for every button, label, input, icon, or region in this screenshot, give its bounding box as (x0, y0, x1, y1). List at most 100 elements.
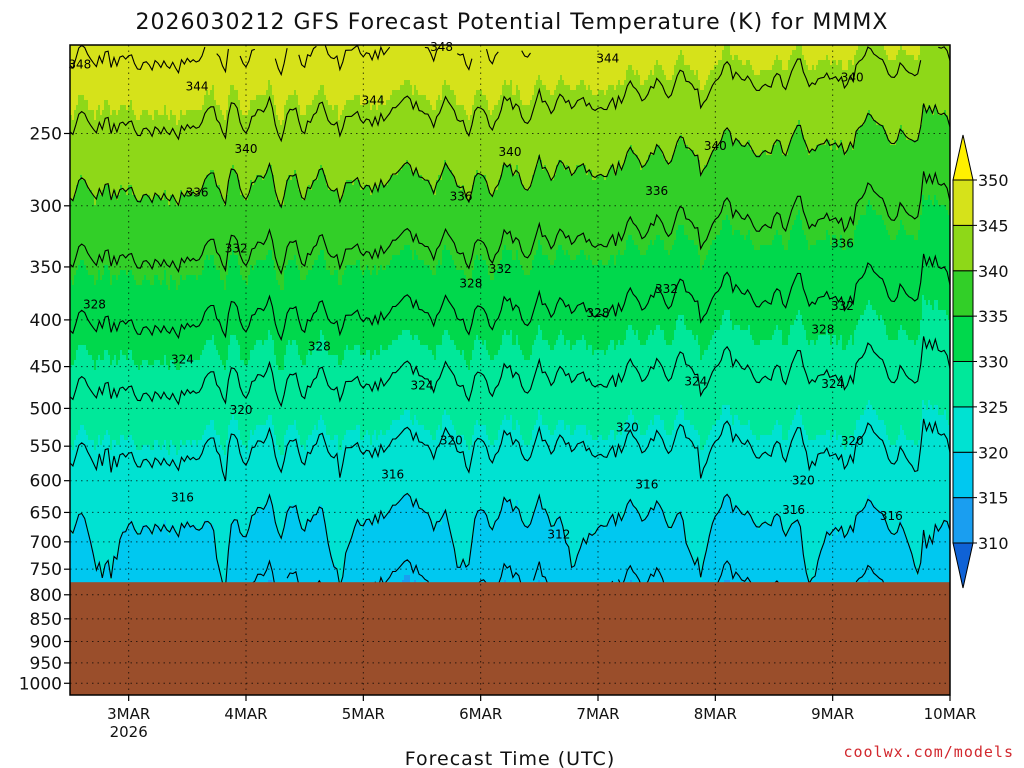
band-cell (846, 150, 950, 156)
band-cell (732, 55, 735, 61)
band-cell (338, 355, 345, 361)
band-cell (838, 435, 843, 441)
band-cell (748, 140, 751, 146)
x-axis-label: Forecast Time (UTC) (405, 748, 615, 768)
band-cell (474, 100, 489, 106)
band-cell (554, 525, 563, 531)
band-cell (694, 70, 697, 76)
band-cell (154, 195, 161, 201)
band-cell (638, 70, 651, 76)
band-cell (932, 200, 935, 206)
band-cell (148, 360, 155, 366)
band-cell (792, 135, 805, 141)
band-cell (800, 215, 861, 221)
band-cell (900, 520, 903, 526)
pressure-axis: 2503003504004505005506006507007508008509… (19, 124, 70, 694)
band-cell (298, 515, 313, 521)
band-cell (490, 110, 493, 116)
band-cell (538, 75, 541, 81)
band-cell (240, 430, 251, 436)
band-cell (868, 495, 871, 501)
band-cell (906, 135, 919, 141)
band-cell (278, 280, 285, 286)
band-cell (876, 120, 923, 126)
band-cell (562, 245, 627, 251)
band-cell (154, 280, 161, 286)
band-cell (540, 75, 561, 81)
band-cell (532, 95, 950, 101)
band-cell (694, 425, 713, 431)
band-cell (442, 420, 453, 426)
band-cell (576, 255, 587, 261)
band-cell (150, 445, 155, 451)
band-cell (78, 430, 87, 436)
band-cell (228, 425, 239, 431)
band-cell (170, 360, 175, 366)
band-cell (838, 145, 843, 151)
contour-label: 336 (831, 237, 854, 251)
band-cell (830, 435, 833, 441)
band-cell (370, 100, 375, 106)
band-cell (842, 335, 851, 341)
band-cell (516, 255, 519, 261)
band-cell (474, 265, 489, 271)
band-cell (896, 140, 950, 146)
band-cell (302, 525, 307, 531)
band-cell (934, 300, 939, 306)
band-cell (588, 345, 593, 351)
contour-label: 316 (171, 491, 194, 505)
band-cell (450, 250, 503, 256)
band-cell (148, 525, 155, 531)
band-cell (898, 330, 907, 336)
band-cell (326, 180, 347, 186)
band-cell (588, 535, 685, 541)
band-cell (676, 415, 685, 421)
band-cell (534, 90, 551, 96)
band-cell (576, 340, 587, 346)
band-cell (210, 420, 215, 426)
band-cell (724, 45, 731, 51)
band-cell (232, 165, 235, 171)
band-cell (808, 65, 813, 71)
band-cell (846, 345, 950, 351)
band-cell (494, 275, 950, 281)
band-cell (342, 440, 371, 446)
band-cell (870, 300, 923, 306)
band-cell (248, 445, 279, 451)
band-cell (332, 560, 345, 566)
band-cell (688, 235, 717, 241)
band-cell (532, 515, 549, 521)
band-cell (726, 215, 729, 221)
band-cell (438, 95, 441, 101)
band-cell (634, 420, 637, 426)
band-cell (374, 430, 377, 436)
contour-label: 344 (186, 79, 209, 93)
band-cell (112, 445, 137, 451)
band-cell (918, 335, 950, 341)
band-cell (656, 235, 661, 241)
band-cell (510, 415, 513, 421)
band-cell (300, 520, 307, 526)
band-cell (370, 355, 373, 361)
band-cell (220, 355, 229, 361)
band-cell (226, 110, 243, 116)
band-cell (70, 260, 81, 266)
band-cell (516, 85, 519, 91)
band-cell (200, 190, 221, 196)
band-cell (842, 525, 851, 531)
band-cell (722, 50, 731, 56)
credit-text[interactable]: coolwx.com/models (843, 743, 1014, 761)
band-cell (284, 360, 303, 366)
band-cell (868, 110, 871, 116)
band-cell (116, 110, 119, 116)
band-cell (512, 330, 539, 336)
band-cell (854, 55, 889, 61)
band-cell (788, 530, 801, 536)
band-cell (402, 330, 411, 336)
band-cell (168, 450, 171, 456)
band-cell (842, 65, 849, 71)
band-cell (830, 145, 833, 151)
band-cell (868, 300, 871, 306)
band-cell (238, 95, 257, 101)
band-cell (620, 425, 625, 431)
